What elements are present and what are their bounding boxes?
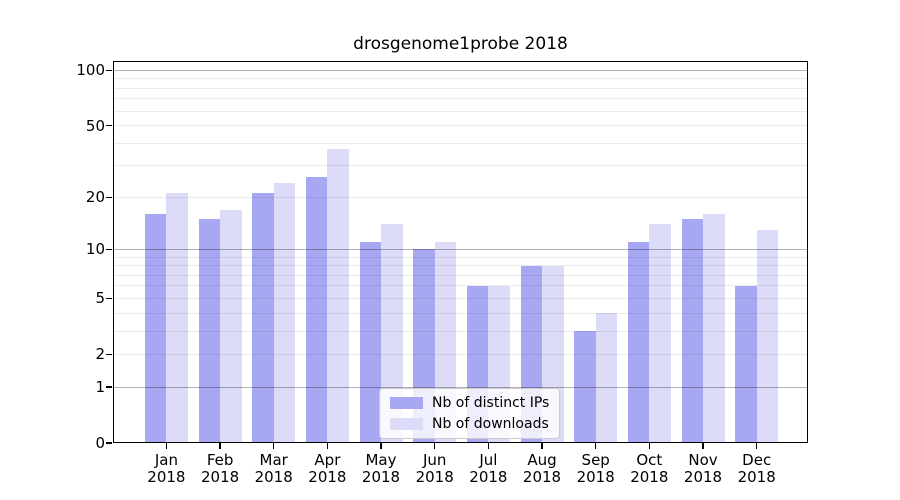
x-tick-mark-sep (595, 443, 597, 449)
bar-downloads-jan (166, 193, 188, 443)
legend-label-downloads: Nb of downloads (432, 416, 549, 432)
y-tick-label-50: 50 (85, 116, 105, 135)
x-tick-year-jan: 2018 (147, 468, 186, 486)
x-tick-label-dec: Dec 2018 (727, 452, 787, 486)
major-gridline-10 (113, 248, 808, 250)
minor-gridline-50 (113, 125, 808, 127)
x-tick-year-jul: 2018 (469, 468, 508, 486)
y-tick-mark-50 (106, 124, 112, 127)
minor-gridline-2 (113, 353, 808, 355)
x-tick-label-feb: Feb 2018 (190, 452, 250, 486)
plot-area: Nb of distinct IPs Nb of downloads (113, 61, 808, 443)
y-tick-label-2: 2 (95, 345, 105, 364)
x-tick-year-mar: 2018 (254, 468, 293, 486)
legend-label-distinct-ips: Nb of distinct IPs (432, 395, 550, 411)
x-tick-mark-may (380, 443, 382, 449)
bar-distinct-ips-may (359, 242, 381, 443)
y-tick-mark-0 (106, 442, 112, 444)
legend-swatch-distinct-ips (390, 397, 423, 409)
y-tick-mark-20 (106, 196, 112, 198)
x-tick-label-nov: Nov 2018 (673, 452, 733, 486)
bar-downloads-feb (220, 209, 242, 443)
y-tick-mark-100 (106, 69, 112, 72)
x-tick-year-apr: 2018 (308, 468, 347, 486)
x-tick-mark-feb (219, 443, 221, 449)
y-tick-label-0: 0 (95, 434, 105, 452)
x-tick-label-may: May 2018 (351, 452, 411, 486)
major-gridline-100 (113, 69, 808, 71)
x-tick-year-dec: 2018 (737, 468, 776, 486)
x-tick-mark-jul (487, 443, 490, 449)
y-tick-label-1: 1 (95, 378, 105, 396)
x-tick-label-jan: Jan 2018 (136, 452, 196, 486)
bar-downloads-sep (595, 313, 618, 443)
y-tick-label-5: 5 (95, 289, 105, 308)
y-tick-label-100: 100 (76, 61, 105, 80)
legend-item-downloads: Nb of downloads (390, 416, 549, 432)
minor-gridline-5 (113, 297, 808, 299)
legend: Nb of distinct IPs Nb of downloads (379, 388, 561, 439)
bar-distinct-ips-nov (681, 219, 703, 443)
minor-gridline-7 (113, 274, 808, 276)
x-tick-year-jun: 2018 (415, 468, 454, 486)
x-tick-mark-aug (541, 443, 543, 449)
chart-title: drosgenome1probe 2018 (353, 34, 568, 54)
x-tick-year-feb: 2018 (201, 468, 240, 486)
y-tick-mark-5 (106, 297, 112, 299)
bar-downloads-oct (649, 224, 671, 443)
x-tick-year-aug: 2018 (522, 468, 562, 486)
x-tick-year-nov: 2018 (683, 468, 723, 486)
x-tick-mark-nov (702, 443, 704, 449)
x-tick-mark-mar (273, 443, 275, 449)
x-tick-label-aug: Aug 2018 (512, 452, 572, 486)
bar-distinct-ips-sep (574, 331, 596, 443)
minor-gridline-4 (113, 312, 808, 314)
minor-gridline-60 (113, 110, 808, 112)
minor-gridline-3 (113, 330, 808, 332)
minor-gridline-8 (113, 265, 808, 267)
x-tick-label-apr: Apr 2018 (297, 452, 357, 486)
x-tick-mark-jun (434, 443, 436, 449)
x-tick-mark-jan (165, 443, 168, 449)
major-gridline-1 (113, 386, 808, 388)
bar-distinct-ips-dec (735, 285, 757, 443)
x-tick-year-sep: 2018 (576, 468, 615, 486)
legend-swatch-downloads (390, 418, 423, 430)
bar-downloads-mar (273, 183, 296, 443)
bar-downloads-apr (327, 149, 349, 443)
x-tick-label-sep: Sep 2018 (566, 452, 626, 486)
minor-gridline-80 (113, 87, 808, 89)
y-tick-mark-2 (106, 353, 112, 355)
bar-distinct-ips-jan (144, 214, 167, 443)
x-tick-mark-dec (756, 443, 758, 449)
bar-distinct-ips-mar (252, 193, 274, 443)
minor-gridline-70 (113, 98, 808, 100)
minor-gridline-90 (113, 78, 808, 80)
x-tick-mark-oct (648, 443, 650, 449)
minor-gridline-6 (113, 285, 808, 287)
bar-downloads-dec (756, 229, 779, 443)
x-tick-label-oct: Oct 2018 (619, 452, 679, 486)
minor-gridline-20 (113, 196, 808, 198)
x-tick-label-mar: Mar 2018 (244, 452, 304, 486)
y-tick-label-20: 20 (85, 188, 105, 207)
bar-downloads-nov (703, 214, 725, 443)
legend-item-distinct-ips: Nb of distinct IPs (390, 395, 549, 411)
bar-distinct-ips-feb (198, 219, 221, 443)
x-tick-label-jun: Jun 2018 (405, 452, 465, 486)
minor-gridline-9 (113, 256, 808, 258)
x-tick-year-may: 2018 (361, 468, 401, 486)
y-tick-mark-1 (106, 386, 112, 388)
x-tick-mark-apr (326, 443, 329, 449)
x-tick-label-jul: Jul 2018 (458, 452, 518, 486)
bar-distinct-ips-oct (627, 242, 650, 443)
y-tick-mark-10 (106, 248, 112, 251)
bar-distinct-ips-apr (305, 176, 328, 443)
x-tick-year-oct: 2018 (630, 468, 669, 486)
minor-gridline-30 (113, 165, 808, 167)
y-tick-label-10: 10 (85, 240, 105, 259)
minor-gridline-40 (113, 142, 808, 144)
